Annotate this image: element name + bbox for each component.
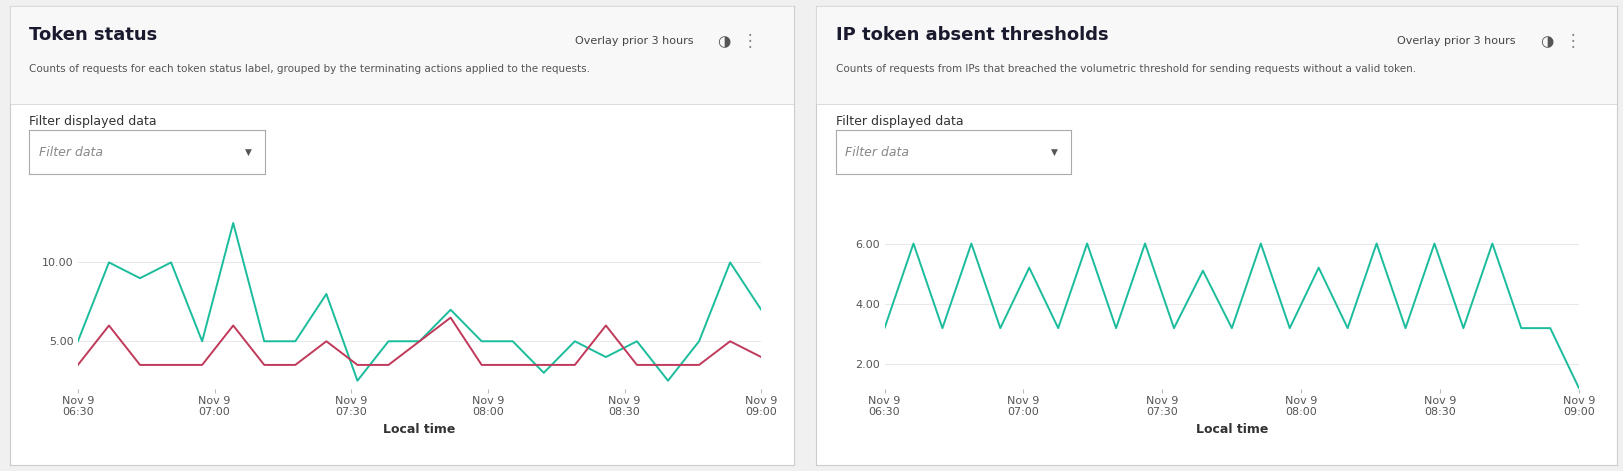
Text: ⋮: ⋮ (1565, 32, 1581, 50)
Text: Overlay prior 3 hours: Overlay prior 3 hours (1397, 36, 1516, 47)
Text: ▼: ▼ (245, 147, 252, 156)
Text: Filter displayed data: Filter displayed data (836, 115, 964, 129)
Text: Filter data: Filter data (846, 146, 909, 159)
Text: Filter displayed data: Filter displayed data (29, 115, 157, 129)
Text: IP token absent thresholds: IP token absent thresholds (836, 26, 1109, 44)
Text: Filter data: Filter data (39, 146, 102, 159)
Text: Counts of requests for each token status label, grouped by the terminating actio: Counts of requests for each token status… (29, 64, 591, 73)
Text: Counts of requests from IPs that breached the volumetric threshold for sending r: Counts of requests from IPs that breache… (836, 64, 1415, 73)
Text: Token status: Token status (29, 26, 157, 44)
Text: ▼: ▼ (1052, 147, 1058, 156)
Text: Overlay prior 3 hours: Overlay prior 3 hours (575, 36, 693, 47)
X-axis label: Local time: Local time (383, 422, 456, 436)
X-axis label: Local time: Local time (1196, 422, 1268, 436)
Text: ◑: ◑ (717, 34, 730, 49)
Text: ◑: ◑ (1540, 34, 1553, 49)
Text: ⋮: ⋮ (742, 32, 758, 50)
